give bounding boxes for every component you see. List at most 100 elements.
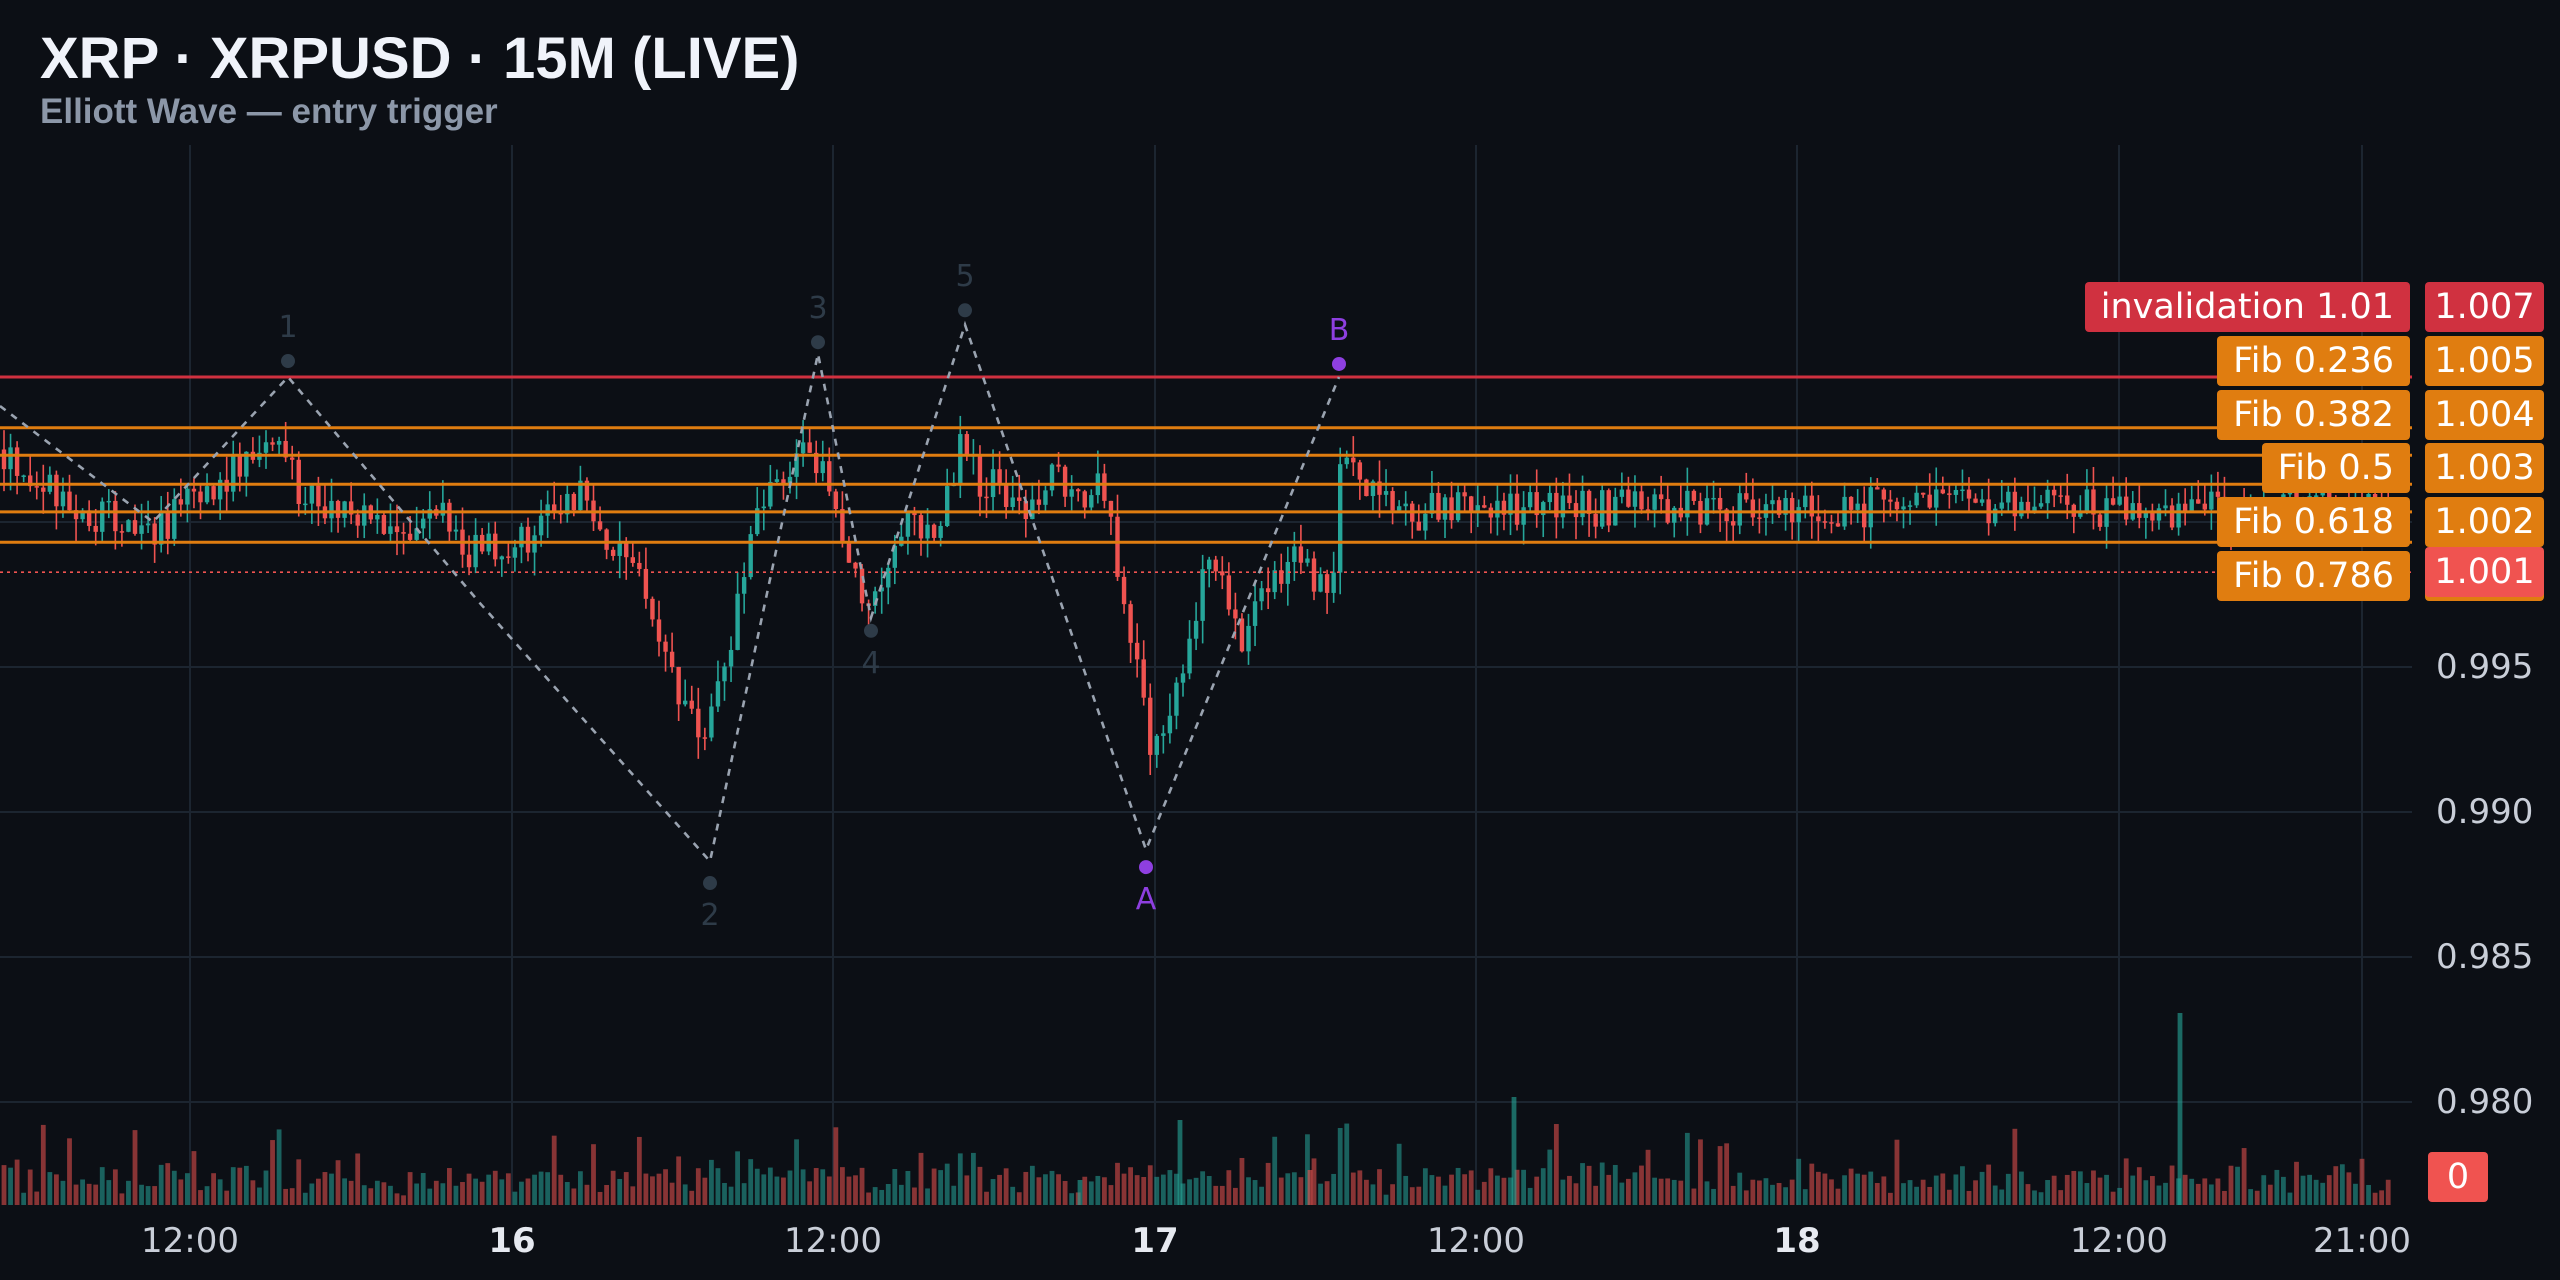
- volume-bar: [1331, 1173, 1337, 1205]
- volume-bar: [1357, 1170, 1363, 1205]
- volume-bar: [1377, 1169, 1382, 1205]
- candle-body: [1482, 505, 1487, 508]
- volume-bar: [944, 1163, 950, 1205]
- volume-bar: [826, 1176, 832, 1205]
- volume-bar: [388, 1185, 393, 1205]
- candle-body: [1416, 521, 1421, 531]
- candle-body: [1003, 482, 1009, 507]
- candle-body: [1796, 507, 1801, 523]
- volume-bar: [2294, 1161, 2299, 1205]
- volume-bar: [1285, 1173, 1291, 1205]
- candle-body: [1691, 490, 1697, 501]
- candle-body: [1757, 517, 1762, 519]
- candle-body: [1901, 506, 1906, 510]
- candle-body: [938, 525, 943, 538]
- volume-bar: [1671, 1179, 1677, 1205]
- candle-body: [1927, 494, 1932, 508]
- candle-body: [1770, 500, 1775, 505]
- candle-body: [1429, 492, 1435, 514]
- volume-bar: [1534, 1176, 1540, 1205]
- wave-label-3: 3: [808, 291, 828, 327]
- volume-bar: [2326, 1175, 2332, 1205]
- volume-bar: [2104, 1174, 2109, 1205]
- volume-bar: [263, 1170, 269, 1205]
- current-price-badge: 1.001: [2425, 547, 2544, 598]
- candle-body: [1396, 506, 1402, 511]
- candle-body: [1076, 489, 1081, 492]
- volume-bar: [761, 1174, 767, 1205]
- volume-bar: [538, 1171, 544, 1205]
- candle-body: [1835, 523, 1841, 527]
- volume-bar: [1154, 1176, 1160, 1205]
- candle-body: [1573, 503, 1579, 518]
- candle-body: [630, 557, 635, 563]
- candle-body: [709, 706, 714, 738]
- volume-bar: [1724, 1143, 1730, 1205]
- volume-bar: [139, 1184, 144, 1205]
- volume-bar: [1475, 1189, 1481, 1205]
- volume-bar: [1307, 1170, 1313, 1205]
- volume-bar: [997, 1174, 1002, 1205]
- candle-body: [571, 493, 577, 511]
- candle-body: [2215, 491, 2221, 497]
- candle-body: [1547, 492, 1552, 503]
- candle-body: [381, 514, 387, 534]
- volume-bar: [689, 1190, 695, 1205]
- candle-body: [984, 496, 989, 499]
- volume-bar: [316, 1178, 321, 1205]
- candle-body: [80, 510, 85, 520]
- volume-bar: [1193, 1177, 1199, 1205]
- candle-body: [335, 500, 341, 518]
- candle-body: [2156, 508, 2162, 521]
- volume-bar: [447, 1168, 452, 1205]
- volume-bar: [2012, 1128, 2018, 1205]
- wave-label-1: 1: [278, 310, 298, 346]
- volume-bar: [2071, 1170, 2077, 1205]
- volume-bar: [840, 1167, 845, 1205]
- volume-bar: [2136, 1167, 2142, 1205]
- time-axis-tick: 12:00: [1427, 1221, 1525, 1261]
- volume-bar: [512, 1191, 518, 1205]
- wave-path: [0, 320, 1341, 865]
- candle-body: [1279, 570, 1284, 584]
- volume-bar: [1422, 1168, 1428, 1205]
- volume-bar: [905, 1170, 911, 1205]
- candle-body: [617, 540, 622, 556]
- volume-bar: [1029, 1165, 1035, 1205]
- volume-bar: [414, 1183, 420, 1205]
- candle-body: [73, 510, 79, 520]
- volume-bar: [2385, 1179, 2391, 1205]
- volume-bar: [656, 1173, 662, 1205]
- candle-body: [637, 562, 642, 569]
- candle-body: [2084, 489, 2090, 512]
- candle-body: [931, 524, 937, 538]
- candle-body: [1495, 500, 1500, 518]
- volume-bar: [2025, 1184, 2031, 1205]
- volume-bar: [2084, 1183, 2090, 1205]
- candle-body: [348, 501, 354, 515]
- candle-body: [1049, 464, 1055, 491]
- candle-body: [1357, 462, 1363, 480]
- candle-body: [1632, 491, 1638, 507]
- volume-bar: [912, 1187, 917, 1205]
- candle-body: [1920, 492, 1926, 495]
- volume-bar: [2130, 1175, 2136, 1205]
- volume-bar: [1462, 1174, 1468, 1205]
- volume-bar: [610, 1170, 616, 1205]
- candle-body: [1174, 682, 1179, 716]
- volume-bar: [623, 1172, 629, 1205]
- price-axis-tick: 0.995: [2436, 647, 2534, 687]
- volume-bar: [211, 1173, 216, 1205]
- candle-body: [840, 509, 845, 542]
- volume-bar: [813, 1168, 819, 1205]
- candle-body: [1246, 625, 1251, 652]
- candle-body: [800, 442, 806, 454]
- volume-bar: [879, 1189, 885, 1205]
- candle-body: [388, 526, 393, 534]
- volume-bar: [1324, 1181, 1330, 1205]
- candle-body: [1875, 487, 1880, 490]
- volume-bar: [2313, 1179, 2319, 1205]
- volume-bar: [1842, 1175, 1847, 1205]
- candle-body: [1338, 464, 1343, 573]
